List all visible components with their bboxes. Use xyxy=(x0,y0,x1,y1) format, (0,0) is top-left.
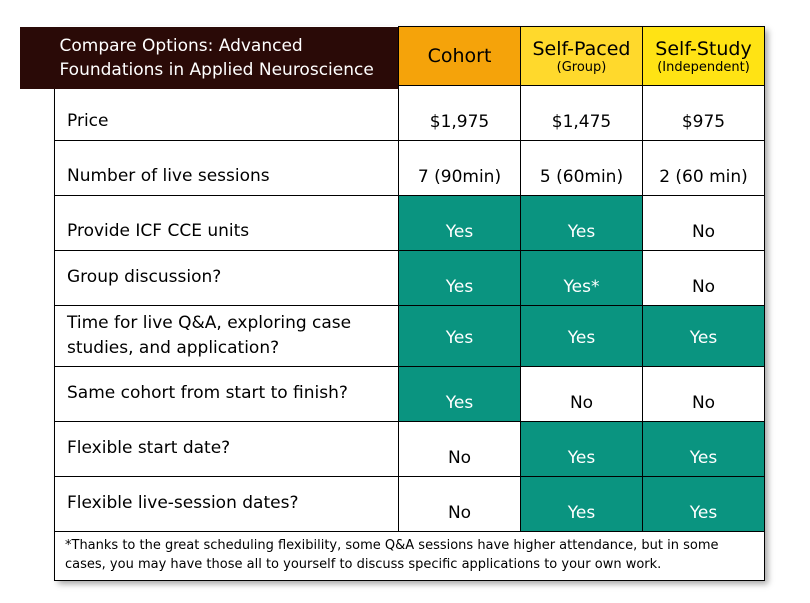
title-line-1: Compare Options: Advanced xyxy=(59,35,303,56)
row-label: Price xyxy=(54,85,399,141)
row-label: Same cohort from start to finish? xyxy=(54,366,399,422)
cell-self-paced: Yes* xyxy=(520,250,643,306)
row-label: Group discussion? xyxy=(54,250,399,306)
title-line-2: Foundations in Applied Neuroscience xyxy=(59,59,374,80)
table-row: Same cohort from start to finish? Yes No… xyxy=(54,366,765,422)
cell-self-paced: Yes xyxy=(520,421,643,477)
row-label-line-1: Time for live Q&A, exploring case xyxy=(67,313,352,333)
table-row: Provide ICF CCE units Yes Yes No xyxy=(54,195,765,251)
row-label: Flexible live-session dates? xyxy=(54,476,399,532)
row-label: Flexible start date? xyxy=(54,421,399,477)
column-name: Self-Paced xyxy=(532,37,631,60)
table-row: Group discussion? Yes Yes* No xyxy=(54,250,765,306)
footnote-row: *Thanks to the great scheduling flexibil… xyxy=(54,531,765,581)
cell-self-paced: $1,475 xyxy=(520,85,643,141)
table-row: Flexible start date? No Yes Yes xyxy=(54,421,765,477)
column-header-self-paced: Self-Paced (Group) xyxy=(520,26,643,86)
cell-cohort: Yes xyxy=(398,305,521,367)
column-subtitle: (Independent) xyxy=(657,59,750,75)
column-name: Self-Study xyxy=(655,37,752,60)
cell-cohort: $1,975 xyxy=(398,85,521,141)
cell-cohort: Yes xyxy=(398,250,521,306)
cell-cohort: No xyxy=(398,476,521,532)
table-row: Price $1,975 $1,475 $975 xyxy=(54,85,765,141)
cell-self-paced: 5 (60min) xyxy=(520,140,643,196)
cell-self-study: $975 xyxy=(642,85,765,141)
cell-cohort: 7 (90min) xyxy=(398,140,521,196)
cell-cohort: No xyxy=(398,421,521,477)
cell-cohort: Yes xyxy=(398,366,521,422)
table-row: Flexible live-session dates? No Yes Yes xyxy=(54,476,765,532)
row-label-line-2: studies, and application? xyxy=(67,338,280,358)
table-row: Number of live sessions 7 (90min) 5 (60m… xyxy=(54,140,765,196)
cell-self-study: No xyxy=(642,250,765,306)
cell-self-paced: Yes xyxy=(520,476,643,532)
cell-cohort: Yes xyxy=(398,195,521,251)
comparison-table: Compare Options: Advanced Foundations in… xyxy=(19,26,765,581)
cell-self-study: Yes xyxy=(642,305,765,367)
cell-self-study: Yes xyxy=(642,476,765,532)
column-subtitle: (Group) xyxy=(556,59,607,75)
row-label: Number of live sessions xyxy=(54,140,399,196)
footnote: *Thanks to the great scheduling flexibil… xyxy=(54,531,765,581)
table-row: Time for live Q&A, exploring case studie… xyxy=(54,305,765,367)
page-title: Compare Options: Advanced Foundations in… xyxy=(19,26,398,89)
cell-self-study: 2 (60 min) xyxy=(642,140,765,196)
cell-self-study: Yes xyxy=(642,421,765,477)
cell-self-study: No xyxy=(642,195,765,251)
column-name: Cohort xyxy=(427,45,492,67)
header-row: Compare Options: Advanced Foundations in… xyxy=(19,26,765,89)
cell-self-paced: No xyxy=(520,366,643,422)
title-cell: Compare Options: Advanced Foundations in… xyxy=(19,26,399,89)
column-header-self-study: Self-Study (Independent) xyxy=(642,26,765,86)
row-label: Provide ICF CCE units xyxy=(54,195,399,251)
column-header-cohort: Cohort xyxy=(398,26,521,86)
cell-self-paced: Yes xyxy=(520,305,643,367)
row-label: Time for live Q&A, exploring case studie… xyxy=(54,305,399,367)
cell-self-study: No xyxy=(642,366,765,422)
cell-self-paced: Yes xyxy=(520,195,643,251)
